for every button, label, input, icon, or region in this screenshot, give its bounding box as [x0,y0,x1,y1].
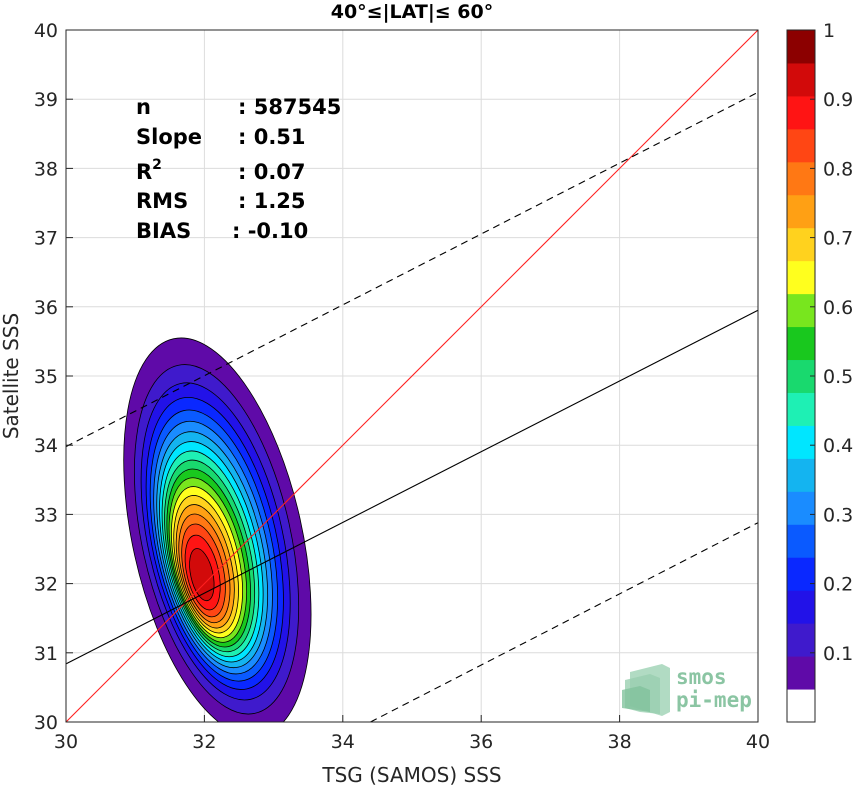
colorbar-tick-label: 0.7 [823,228,853,250]
reference-lines [66,30,758,722]
y-tick-label: 39 [34,89,58,111]
smos-pi-mep-logo: smos pi-mep [622,664,752,716]
colorbar-segment [787,128,815,163]
colorbar-segment [787,260,815,295]
line-regression [66,309,758,665]
colorbar-tick-label: 0.6 [823,297,853,319]
y-tick-label: 36 [34,297,58,319]
y-tick-label: 34 [34,435,58,457]
x-tick-label: 32 [192,731,216,753]
x-axis-label: TSG (SAMOS) SSS [321,763,501,787]
logo-text-pimep: pi-mep [676,688,752,712]
colorbar [786,29,816,723]
stat-slope-value: : 0.51 [238,125,306,149]
colorbar-segment [787,557,815,591]
colorbar-segment [787,194,815,229]
stat-n-label: n [136,95,151,119]
y-tick-label: 37 [34,228,58,250]
x-tick-label: 36 [469,731,493,753]
colorbar-tick-label: 0.5 [823,366,853,388]
colorbar-segment [787,392,815,426]
stat-n-value: : 587545 [238,95,341,119]
y-tick-label: 40 [34,20,58,42]
x-tick-label: 38 [608,731,632,753]
stat-rms-label: RMS [136,189,188,213]
colorbar-tick-label: 0.3 [823,504,853,526]
y-axis-ticks: 30 31 32 33 34 35 36 37 38 39 40 [34,20,73,734]
colorbar-tick-label: 0.8 [823,158,853,180]
line-upper-bound [66,91,758,448]
y-tick-label: 33 [34,504,58,526]
colorbar-segment [787,623,815,657]
x-tick-label: 40 [746,731,770,753]
colorbar-tick-label: 1 [823,20,835,42]
y-tick-label: 32 [34,574,58,596]
colorbar-tick-label: 0.4 [823,435,853,457]
colorbar-tick-label: 0.1 [823,643,853,665]
stat-r2-label: R2 [136,157,162,184]
y-tick-label: 35 [34,366,58,388]
stat-r2-value: : 0.07 [238,160,306,184]
colorbar-segment [787,656,815,690]
colorbar-segment [787,161,815,196]
logo-wave-icon [622,664,670,716]
stat-bias-value: : -0.10 [232,219,308,243]
logo-text-smos: smos [676,665,727,689]
line-one-to-one [66,30,758,722]
colorbar-segment [787,62,815,97]
colorbar-segment [787,590,815,624]
colorbar-segment [787,425,815,459]
density-contours [123,337,312,722]
y-axis-label: Satellite SSS [0,313,23,439]
stat-bias-label: BIAS [136,219,191,243]
chart-title: 40°≤|LAT|≤ 60° [331,1,494,23]
x-tick-label: 34 [331,731,355,753]
colorbar-tick-label: 0.9 [823,89,853,111]
colorbar-segment [787,293,815,328]
colorbar-segment [787,458,815,492]
colorbar-segment [787,95,815,130]
colorbar-segment [787,326,815,361]
contour-level [189,548,215,602]
colorbar-segment [787,524,815,558]
colorbar-segment [787,689,815,723]
line-lower-bound [370,522,758,722]
colorbar-segment [787,491,815,525]
stats-box: n : 587545 Slope : 0.51 R2 : 0.07 RMS : … [136,95,341,243]
colorbar-ticks: 0.1 0.2 0.3 0.4 0.5 0.6 0.7 0.8 0.9 1 [810,20,853,665]
x-tick-label: 30 [54,731,78,753]
y-tick-label: 31 [34,643,58,665]
y-tick-label: 30 [34,712,58,734]
x-axis-ticks: 30 32 34 36 38 40 [54,715,770,753]
colorbar-segment [787,227,815,262]
y-tick-label: 38 [34,158,58,180]
colorbar-segment [787,30,815,64]
colorbar-tick-label: 0.2 [823,574,853,596]
stat-slope-label: Slope [136,125,202,149]
stat-rms-value: : 1.25 [238,189,306,213]
